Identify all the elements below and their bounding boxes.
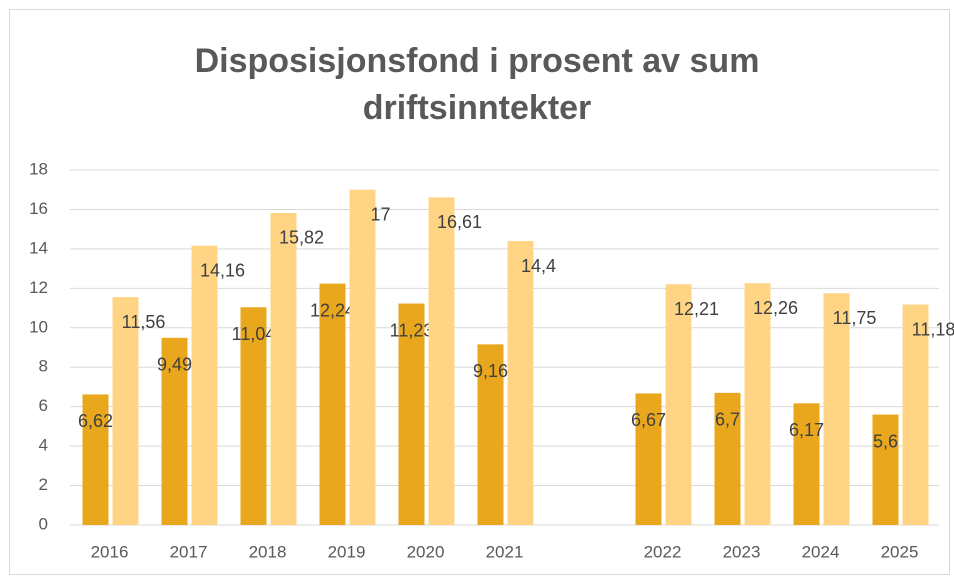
bar	[823, 293, 850, 525]
value-label: 11,23	[390, 320, 434, 340]
bar	[82, 394, 109, 525]
value-label: 9,16	[473, 361, 508, 381]
bar	[319, 283, 346, 525]
x-tick-label: 2017	[170, 542, 208, 561]
bar	[902, 304, 929, 525]
bar	[714, 392, 741, 525]
chart-border	[9, 9, 950, 575]
bar	[744, 283, 771, 525]
bar	[665, 284, 692, 525]
x-tick-label: 2023	[723, 542, 761, 561]
x-tick-label: 2018	[249, 542, 287, 561]
x-tick-label: 2020	[407, 542, 445, 561]
bar	[349, 189, 376, 525]
bar	[191, 245, 218, 525]
bar	[270, 212, 297, 525]
value-label: 11,56	[122, 312, 166, 332]
value-label: 14,4	[521, 256, 556, 276]
value-label: 12,24	[310, 300, 355, 320]
value-label: 6,7	[715, 410, 740, 430]
value-label: 6,62	[78, 411, 113, 431]
y-tick-label: 18	[29, 159, 48, 178]
x-tick-label: 2022	[644, 542, 682, 561]
value-label: 11,18	[912, 319, 954, 339]
value-label: 14,16	[200, 260, 245, 280]
x-tick-label: 2019	[328, 542, 366, 561]
bar	[872, 414, 899, 525]
x-tick-label: 2024	[802, 542, 840, 561]
value-label: 12,21	[674, 299, 719, 319]
bar	[398, 303, 425, 525]
x-tick-label: 2021	[486, 542, 524, 561]
bar	[428, 197, 455, 526]
bar	[507, 241, 534, 525]
y-tick-label: 12	[29, 278, 48, 297]
value-label: 11,75	[833, 308, 877, 328]
y-tick-label: 8	[39, 357, 48, 376]
value-label: 12,26	[753, 298, 798, 318]
value-label: 11,04	[232, 324, 276, 344]
y-tick-label: 10	[29, 317, 48, 336]
value-label: 15,82	[279, 228, 324, 248]
value-label: 16,61	[437, 212, 482, 232]
bar	[112, 297, 139, 525]
value-label: 9,49	[157, 355, 192, 375]
bar	[635, 393, 662, 525]
value-label: 6,67	[631, 410, 666, 430]
y-tick-label: 16	[29, 199, 48, 218]
chart-title: Disposisjonsfond i prosent av sum drifts…	[194, 42, 760, 127]
x-tick-label: 2025	[881, 542, 919, 561]
bar	[793, 403, 820, 525]
y-tick-label: 14	[29, 238, 48, 257]
y-tick-label: 6	[39, 396, 48, 415]
y-tick-label: 4	[39, 436, 48, 455]
value-label: 17	[370, 204, 390, 224]
y-tick-label: 0	[39, 514, 48, 533]
bar	[161, 337, 188, 525]
value-label: 5,6	[873, 431, 898, 451]
bar	[477, 344, 504, 525]
value-label: 6,17	[789, 420, 824, 440]
x-tick-label: 2016	[91, 542, 129, 561]
bar	[240, 307, 267, 525]
y-tick-label: 2	[39, 475, 48, 494]
